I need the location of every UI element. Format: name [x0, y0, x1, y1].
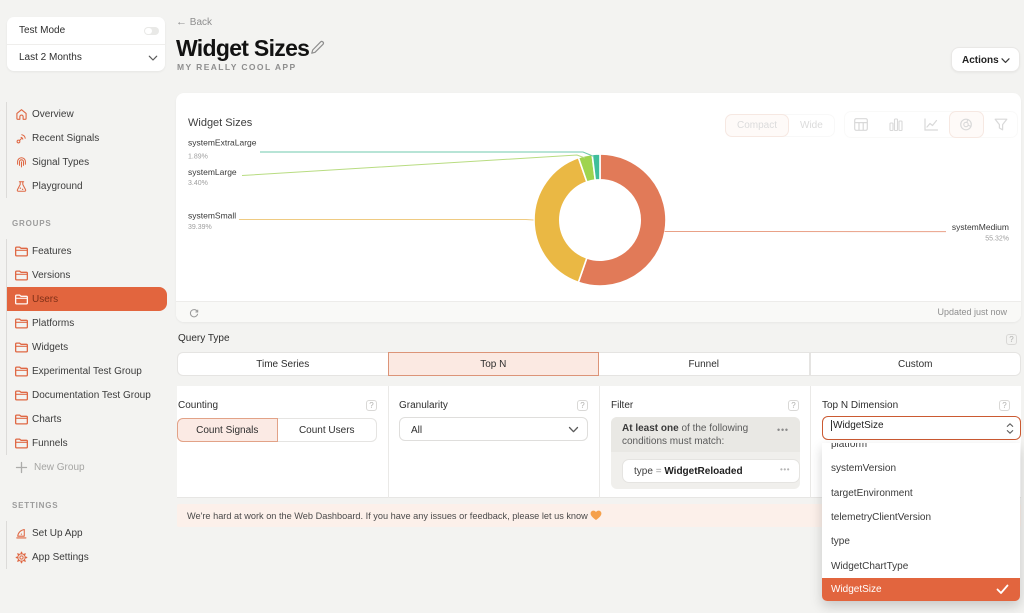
- svg-text:systemMedium: systemMedium: [952, 222, 1009, 232]
- svg-text:55.32%: 55.32%: [985, 236, 1009, 243]
- svg-text:systemExtraLarge: systemExtraLarge: [188, 138, 257, 148]
- svg-text:39.39%: 39.39%: [188, 224, 212, 231]
- svg-text:1.89%: 1.89%: [188, 154, 208, 161]
- svg-text:3.40%: 3.40%: [188, 180, 208, 187]
- svg-text:systemSmall: systemSmall: [188, 211, 236, 221]
- svg-text:systemLarge: systemLarge: [188, 167, 237, 177]
